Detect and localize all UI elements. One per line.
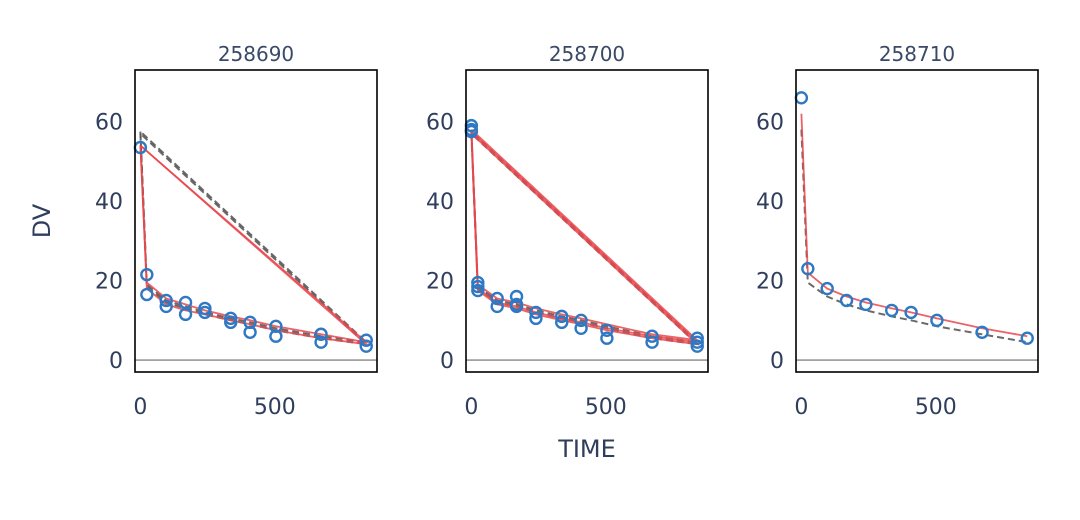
observed-point	[159, 293, 173, 308]
panel-258700: 258700 0 20 40 60 0 500	[426, 42, 709, 420]
observed-point	[224, 311, 238, 326]
observed-point	[529, 305, 543, 320]
panel-258690: 258690 0 20 40 60 0 500	[95, 42, 378, 420]
y-tick-label: 0	[440, 349, 454, 374]
x-tick-label: 0	[464, 395, 478, 420]
observed-point	[885, 303, 899, 318]
observed-point	[178, 307, 193, 322]
observed-point	[509, 299, 524, 314]
y-tick-label: 40	[756, 190, 784, 215]
y-tick-label: 20	[426, 270, 454, 295]
y-tick-label: 0	[770, 349, 784, 374]
observed-point	[471, 283, 485, 298]
observed-point	[314, 327, 328, 341]
observed-point	[820, 281, 834, 296]
panel-frame	[465, 69, 709, 373]
x-tick-label: 500	[915, 395, 957, 420]
x-axis-title: TIME	[557, 435, 616, 463]
observed-point	[975, 325, 989, 339]
observed-point	[574, 321, 588, 335]
panel-title: 258700	[549, 42, 625, 66]
observed-point	[555, 315, 569, 330]
observed-point	[140, 287, 154, 302]
observed-point	[198, 305, 212, 320]
panel-frame	[134, 69, 378, 373]
x-tick-label: 0	[794, 395, 808, 420]
y-tick-label: 40	[426, 190, 454, 215]
individual-prediction-line	[800, 113, 1028, 338]
observed-point	[198, 301, 212, 316]
population-prediction-line	[139, 130, 370, 344]
observed-point	[314, 335, 328, 349]
individual-prediction-line	[470, 132, 700, 346]
observed-point	[645, 329, 659, 343]
observed-point	[794, 91, 809, 105]
observed-point	[690, 339, 704, 353]
panel-title: 258710	[879, 42, 955, 66]
observed-point	[904, 305, 918, 320]
observed-point	[930, 313, 944, 328]
observed-point	[801, 261, 815, 276]
panel-258710: 258710 0 20 40 60 0 500	[756, 42, 1039, 420]
individual-prediction-line	[470, 128, 700, 342]
observed-point	[490, 299, 504, 314]
observed-point	[690, 331, 704, 345]
observed-point	[471, 279, 485, 294]
observed-point	[574, 313, 588, 328]
panel-title: 258690	[218, 42, 294, 66]
population-prediction-line	[800, 129, 1028, 344]
observed-point	[359, 333, 373, 347]
observed-point	[224, 315, 238, 330]
observed-point	[645, 335, 659, 349]
y-tick-label: 60	[756, 111, 784, 136]
y-tick-label: 0	[109, 349, 123, 374]
observed-point	[140, 267, 154, 282]
observed-point	[600, 323, 614, 337]
y-axis-title: DV	[28, 203, 56, 238]
y-tick-label: 60	[426, 111, 454, 136]
individual-prediction-line	[139, 144, 370, 346]
observed-point	[471, 275, 485, 290]
y-tick-label: 20	[756, 270, 784, 295]
x-tick-label: 500	[254, 395, 296, 420]
observed-point	[1020, 331, 1034, 345]
observed-point	[839, 293, 854, 308]
y-tick-label: 20	[95, 270, 123, 295]
y-tick-label: 60	[95, 111, 123, 136]
y-tick-label: 40	[95, 190, 123, 215]
observed-point	[243, 325, 257, 339]
observed-point	[529, 311, 543, 326]
observed-point	[555, 309, 569, 324]
x-tick-label: 500	[585, 395, 627, 420]
observed-point	[269, 329, 283, 343]
x-tick-label: 0	[133, 395, 147, 420]
observed-point	[359, 339, 373, 353]
observed-point	[690, 335, 704, 349]
individual-prediction-line	[470, 130, 700, 344]
observed-point	[859, 297, 873, 312]
observed-point	[600, 331, 614, 345]
observed-point	[159, 299, 173, 314]
observed-point	[490, 291, 504, 306]
panel-frame	[795, 69, 1039, 373]
